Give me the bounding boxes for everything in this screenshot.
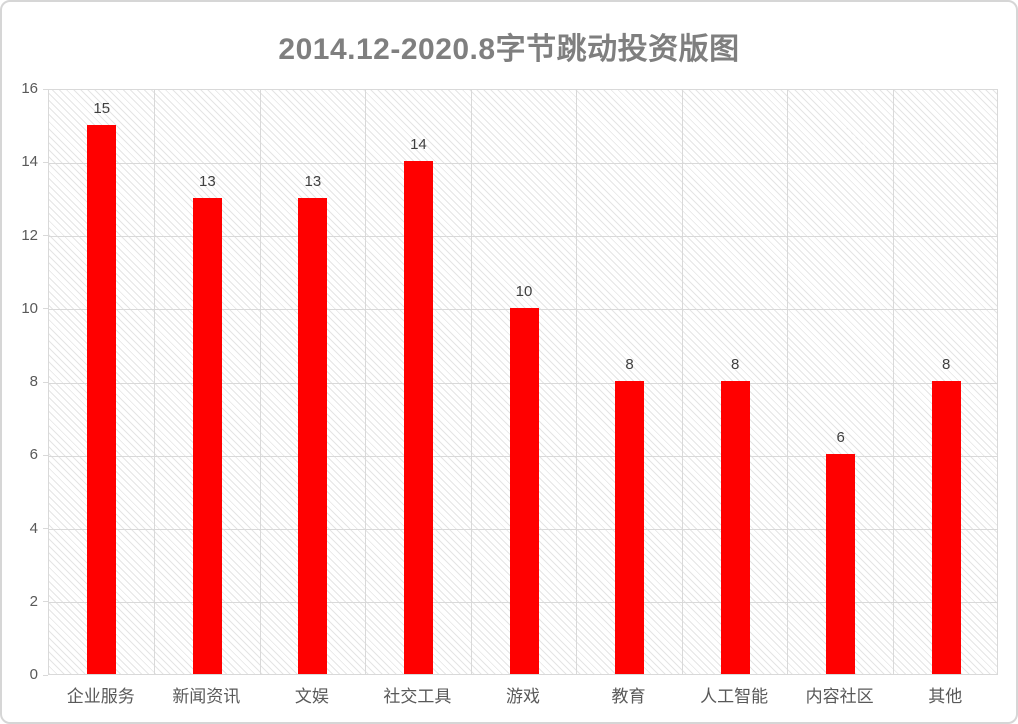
bar (192, 197, 222, 674)
x-axis-category-label: 游戏 (505, 687, 540, 706)
bar (931, 381, 961, 674)
y-axis-tick-label: 16 (21, 80, 38, 97)
y-axis-tick-label: 10 (21, 299, 38, 317)
x-axis-category-label: 教育 (611, 687, 646, 706)
bar (298, 197, 328, 674)
y-axis-tick-mark (43, 601, 48, 603)
x-axis-category-label: 人工智能 (700, 687, 769, 706)
y-axis-tick-mark (43, 308, 48, 310)
y-axis-tick-mark (43, 235, 48, 236)
bar (87, 124, 117, 674)
y-axis-tick-mark (43, 161, 48, 163)
bar (509, 307, 539, 674)
gridline (365, 90, 367, 674)
gridline (892, 90, 894, 674)
bar (720, 381, 750, 674)
x-axis-category-label: 内容社区 (805, 687, 874, 706)
y-axis-tick-label: 12 (21, 226, 38, 244)
x-axis-category-label: 企业服务 (66, 687, 135, 706)
bar (403, 161, 433, 674)
y-axis-tick-label: 0 (29, 666, 38, 683)
bar-value-label: 8 (730, 356, 740, 373)
bar (826, 454, 856, 674)
y-axis-tick-mark (43, 88, 48, 90)
y-axis-tick-mark (43, 454, 48, 456)
y-axis-tick-label: 6 (29, 446, 38, 464)
plot-area: 15 13 13 14 10 8 8 6 8 (48, 89, 998, 675)
y-axis-tick-mark (43, 528, 48, 529)
gridline (787, 90, 789, 674)
gridline (470, 90, 472, 674)
y-axis-tick-mark (43, 674, 48, 676)
gridline (576, 90, 578, 674)
gridline (259, 90, 261, 674)
bar-value-label: 15 (93, 99, 111, 117)
gridline (681, 90, 683, 674)
x-axis-category-label: 新闻资讯 (172, 687, 241, 706)
bar (615, 381, 645, 674)
x-axis-category-label: 其他 (928, 687, 963, 706)
y-axis-tick-label: 2 (29, 592, 38, 610)
bar-value-label: 10 (515, 282, 533, 300)
y-axis-tick-mark (43, 381, 48, 383)
y-axis-tick-label: 4 (29, 519, 38, 537)
x-axis-category-label: 文娱 (294, 687, 329, 706)
y-axis-tick-label: 14 (21, 153, 38, 171)
bar-value-label: 6 (836, 429, 845, 447)
bar-value-label: 13 (304, 172, 322, 190)
gridline (49, 162, 997, 164)
bar-value-label: 13 (198, 172, 216, 190)
gridline (49, 236, 997, 237)
bar-value-label: 14 (410, 136, 427, 154)
bar-value-label: 8 (942, 356, 951, 373)
gridline (154, 90, 156, 674)
y-axis-tick-label: 8 (29, 373, 38, 390)
x-axis-category-label: 社交工具 (383, 687, 452, 706)
bar-value-label: 8 (625, 356, 634, 373)
chart-title: 2014.12-2020.8字节跳动投资版图 (278, 33, 740, 66)
